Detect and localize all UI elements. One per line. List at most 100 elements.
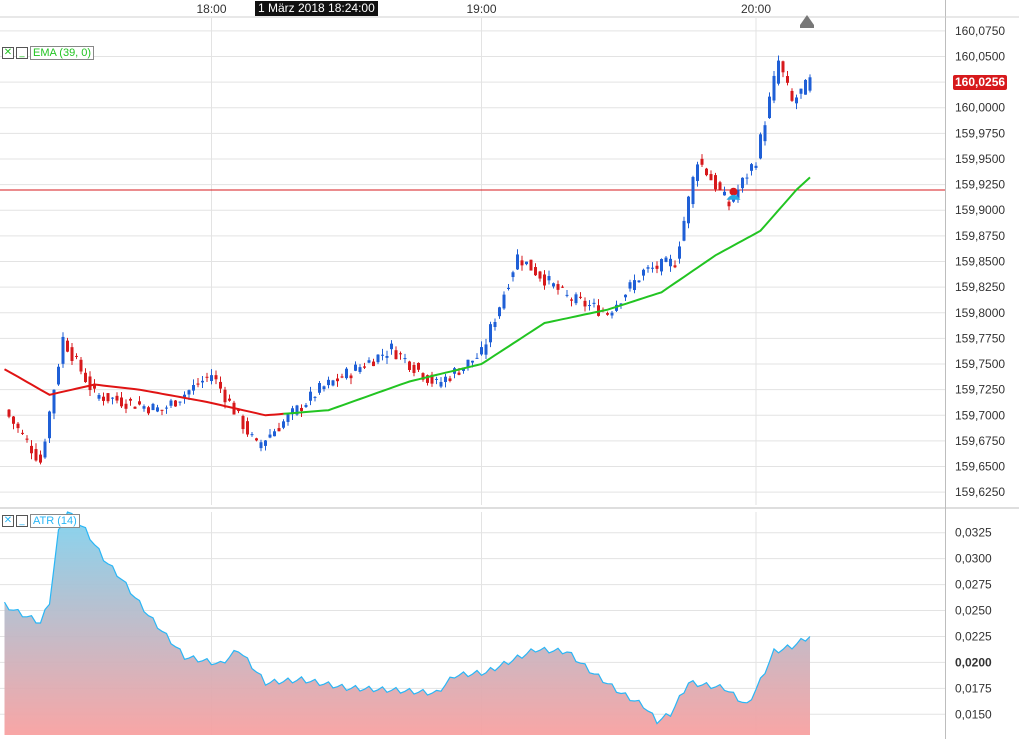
candle-down [781,61,785,73]
price-tick-label: 159,7000 [955,408,1005,422]
ema-close-icon[interactable]: ✕ [2,47,14,59]
candle-down [102,396,105,401]
candle-up [439,381,443,387]
ema-line [4,176,811,417]
candle-up [795,97,798,104]
ema-label[interactable]: EMA (39, 0) [30,46,95,60]
candle-down [408,361,411,370]
candle-up [187,390,191,395]
candle-down [133,406,137,409]
candle-up [507,287,510,289]
candle-up [313,396,317,398]
candle-down [534,267,537,276]
candle-down [120,397,123,407]
candle-down [237,410,240,412]
scroll-up-arrow-icon[interactable] [800,15,814,28]
candle-down [7,409,11,417]
atr-tick-label: 0,0200 [955,655,992,669]
candle-down [673,265,677,268]
candle-up [696,164,699,182]
candle-up [264,440,267,446]
candle-down [583,300,587,307]
candle-up [444,376,447,383]
candle-up [322,386,326,390]
candle-up [547,276,551,281]
atr-label[interactable]: ATR (14) [30,514,80,528]
candle-up [610,312,614,316]
price-tick-label: 159,7750 [955,331,1005,345]
candle-down [241,416,245,430]
candle-down [39,454,42,463]
candle-up [345,368,348,379]
candle-down [417,362,420,370]
atr-tick-label: 0,0250 [955,604,992,618]
candle-up [745,177,749,179]
candle-down [106,393,110,402]
price-tick-label: 159,8250 [955,280,1005,294]
ema-minimize-icon[interactable]: _ [16,47,28,59]
candle-down [25,438,29,440]
candle-up [273,431,276,437]
candle-up [664,257,668,262]
price-tick-label: 159,9750 [955,126,1005,140]
candle-up [772,75,776,101]
candle-up [354,364,357,371]
price-tick-label: 159,7500 [955,357,1005,371]
candle-up [682,220,686,241]
price-tick-label: 160,0000 [955,101,1005,115]
candle-up [777,60,780,84]
candle-up [592,302,596,304]
candle-up [475,357,479,359]
atr-line [3,511,811,725]
atr-close-icon[interactable]: ✕ [2,515,14,527]
candle-up [183,394,186,399]
candle-down [147,407,150,414]
candle-up [43,441,47,458]
candle-down [606,313,609,315]
candle-up [498,307,501,317]
candle-up [61,336,65,364]
atr-area [3,511,811,735]
candle-up [768,96,771,119]
candle-up [178,401,182,403]
candle-down [75,355,78,357]
candle-down [430,374,434,384]
candle-down [160,409,164,411]
candle-up [358,367,362,372]
candle-down [277,428,281,432]
candle-up [750,164,753,171]
candle-up [192,385,195,391]
candle-down [412,364,416,373]
candle-up [381,354,384,356]
candle-up [736,189,740,199]
candle-down [196,383,200,385]
candle-up [390,343,393,350]
candle-down [543,274,546,286]
candle-down [88,376,92,391]
candle-up [642,269,645,276]
candle-down [223,389,227,403]
atr-tick-label: 0,0300 [955,552,992,566]
candle-up [633,280,636,291]
price-tick-label: 159,6500 [955,460,1005,474]
candle-down [538,271,542,279]
candle-up [732,198,735,202]
price-tick-label: 159,9500 [955,152,1005,166]
atr-tick-label: 0,0225 [955,629,992,643]
alert-marker-icon [729,187,738,196]
current-price-badge: 160,0256 [953,75,1008,90]
candle-down [124,403,128,409]
candle-up [304,404,308,407]
candle-up [516,254,519,270]
candle-up [628,282,632,289]
candle-up [691,177,695,205]
candle-down [219,381,222,389]
atr-minimize-icon[interactable]: _ [16,515,28,527]
candle-up [660,259,663,272]
candle-down [714,175,717,190]
candle-up [759,134,762,159]
price-tick-label: 159,8750 [955,229,1005,243]
candle-down [579,296,582,298]
